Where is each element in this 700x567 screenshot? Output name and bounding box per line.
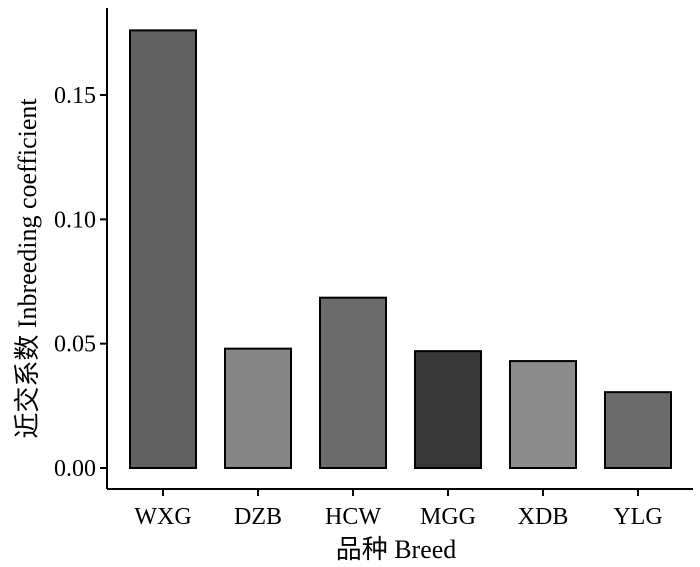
x-tick-label: XDB [518,504,569,530]
bar-ylg [604,391,672,470]
x-ticks-group: WXG DZB HCW MGG XDB YLG [134,489,663,530]
bar-dzb [224,347,292,469]
x-tick-label: HCW [325,504,381,530]
x-tick-label: WXG [134,504,191,530]
x-tick-label: DZB [234,504,282,530]
y-tick-label: 0.10 [54,207,96,233]
bar-wxg [129,29,197,469]
y-tick-label: 0.00 [54,456,96,482]
x-tick-label: YLG [613,504,662,530]
y-tick-label: 0.05 [54,332,96,358]
bar-hcw [319,296,387,470]
x-axis-title: 品种 Breed [336,535,457,564]
y-axis-title: 近交系数 Inbreeding coefficient [13,98,42,439]
x-tick-label: MGG [420,504,476,530]
bar-xdb [509,360,577,470]
bars-group [129,29,672,470]
y-ticks-group: 0.00 0.05 0.10 0.15 [54,83,107,482]
y-tick-label: 0.15 [54,83,96,109]
bar-mgg [414,350,482,469]
